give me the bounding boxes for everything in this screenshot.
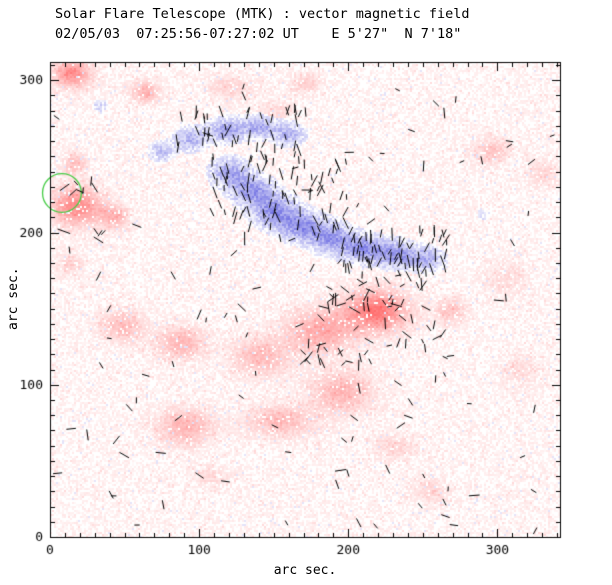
x-axis-label: arc sec. — [273, 563, 337, 578]
y-axis-label: arc sec. — [6, 267, 21, 330]
figure-subtitle: 02/05/03 07:25:56-07:27:02 UT E 5'27" N … — [55, 26, 462, 42]
figure-title: Solar Flare Telescope (MTK) : vector mag… — [55, 6, 470, 22]
